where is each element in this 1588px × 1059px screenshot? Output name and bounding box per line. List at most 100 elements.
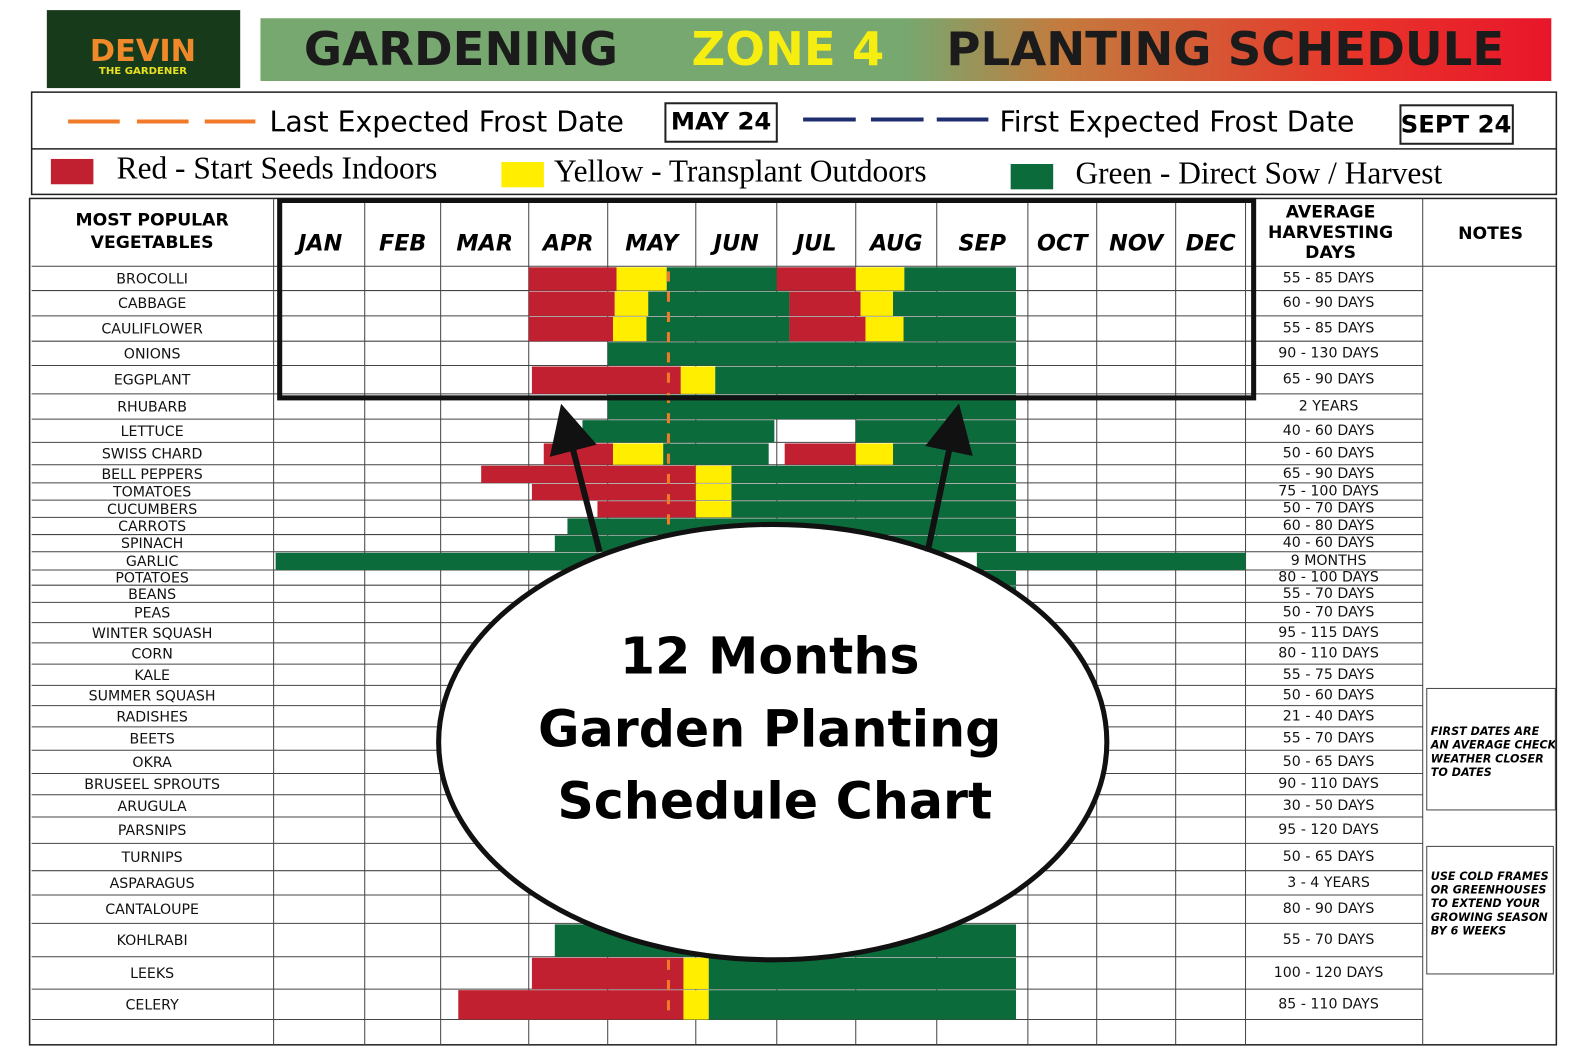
schedule-bar — [695, 465, 732, 483]
vegetable-name: POTATOES — [115, 571, 189, 587]
schedule-bar — [731, 501, 1017, 518]
schedule-bar — [528, 267, 617, 291]
schedule-bar — [481, 465, 696, 483]
vegetable-name: CORN — [131, 647, 172, 663]
schedule-bar — [860, 291, 894, 316]
note-text: GROWING SEASON — [1431, 911, 1549, 924]
column-header: MOST POPULAR — [76, 211, 229, 231]
logo-name: DEVIN — [90, 34, 196, 69]
note-text: FIRST DATES ARE — [1431, 725, 1540, 738]
legend-swatch — [1010, 164, 1054, 190]
logo-box — [46, 10, 241, 89]
schedule-bar — [646, 316, 790, 342]
harvest-days: 100 - 120 DAYS — [1274, 965, 1384, 981]
schedule-bar — [680, 366, 716, 394]
vegetable-name: BEETS — [130, 732, 175, 748]
vegetable-name: KALE — [134, 668, 170, 684]
vegetable-name: TOMATOES — [112, 485, 191, 501]
note-text: USE COLD FRAMES — [1431, 870, 1549, 883]
schedule-bar — [903, 316, 1017, 342]
vegetable-name: EGGPLANT — [114, 373, 191, 389]
vegetable-name: RADISHES — [116, 709, 188, 725]
schedule-bar — [893, 443, 1017, 465]
logo-tagline: THE GARDENER — [99, 66, 187, 77]
month-label: MAY — [625, 230, 681, 256]
month-label: SEP — [959, 230, 1007, 256]
schedule-bar — [789, 316, 866, 342]
schedule-bar — [648, 291, 790, 316]
title-bar — [260, 18, 1552, 81]
frost-label: First Expected Frost Date — [1000, 106, 1355, 139]
harvest-days: 50 - 70 DAYS — [1283, 501, 1375, 517]
schedule-bar — [683, 990, 709, 1020]
vegetable-name: PEAS — [134, 606, 170, 622]
schedule-bar — [582, 420, 775, 443]
schedule-bar — [663, 443, 769, 465]
harvest-days: 3 - 4 YEARS — [1287, 875, 1370, 891]
month-label: JAN — [294, 230, 343, 256]
schedule-bar — [597, 501, 696, 518]
harvest-days: 80 - 100 DAYS — [1278, 570, 1379, 586]
schedule-bar — [976, 552, 1246, 570]
schedule-bar — [865, 316, 904, 342]
harvest-days: 80 - 110 DAYS — [1278, 646, 1379, 662]
harvest-days: 55 - 70 DAYS — [1283, 731, 1375, 747]
frost-label: Last Expected Frost Date — [270, 106, 624, 139]
title-part: ZONE 4 — [692, 22, 885, 76]
harvest-days: 95 - 115 DAYS — [1278, 625, 1379, 641]
harvest-days: 60 - 90 DAYS — [1283, 295, 1375, 311]
schedule-bar — [731, 465, 1017, 483]
schedule-bar — [784, 443, 856, 465]
vegetable-name: BRUSEEL SPROUTS — [84, 777, 220, 793]
vegetable-name: OKRA — [132, 755, 172, 771]
harvest-days: 90 - 110 DAYS — [1278, 776, 1379, 792]
vegetable-name: TURNIPS — [121, 850, 183, 866]
vegetable-name: ONIONS — [124, 346, 181, 362]
harvest-days: 50 - 70 DAYS — [1283, 605, 1375, 621]
schedule-bar — [776, 267, 856, 291]
vegetable-name: CANTALOUPE — [105, 902, 199, 918]
harvest-days: 95 - 120 DAYS — [1278, 822, 1379, 838]
schedule-bar — [531, 957, 684, 990]
harvest-days: 50 - 65 DAYS — [1283, 754, 1375, 770]
schedule-bar — [731, 483, 1017, 501]
column-header: AVERAGE — [1286, 203, 1376, 223]
vegetable-name: GARLIC — [126, 554, 179, 570]
column-header: NOTES — [1458, 224, 1523, 244]
vegetable-name: CAULIFLOWER — [101, 322, 203, 338]
note-text: OR GREENHOUSES — [1431, 883, 1547, 896]
schedule-bar — [855, 267, 905, 291]
note-box — [1426, 687, 1556, 811]
month-label: APR — [541, 230, 594, 256]
vegetable-name: RHUBARB — [117, 400, 187, 416]
schedule-bar — [708, 990, 1017, 1020]
title-part: PLANTING SCHEDULE — [946, 22, 1504, 76]
vegetable-name: PARSNIPS — [118, 823, 186, 839]
harvest-days: 9 MONTHS — [1291, 553, 1367, 569]
vegetable-name: KOHLRABI — [117, 933, 188, 949]
harvest-days: 75 - 100 DAYS — [1278, 484, 1379, 500]
note-text: AN AVERAGE CHECK — [1430, 739, 1558, 752]
month-label: JUN — [710, 230, 759, 256]
harvest-days: 50 - 60 DAYS — [1283, 446, 1375, 462]
vegetable-name: BEANS — [128, 587, 176, 603]
schedule-bar — [855, 443, 894, 465]
schedule-bar — [893, 291, 1017, 316]
vegetable-name: SUMMER SQUASH — [89, 689, 216, 705]
vegetable-name: LETTUCE — [121, 424, 184, 440]
schedule-bar — [683, 957, 709, 990]
callout — [436, 521, 1110, 963]
schedule-bar — [789, 291, 861, 316]
vegetable-name: CUCUMBERS — [107, 502, 197, 518]
vegetable-name: BELL PEPPERS — [101, 467, 202, 483]
note-text: WEATHER CLOSER — [1431, 752, 1544, 765]
harvest-days: 50 - 60 DAYS — [1283, 688, 1375, 704]
schedule-bar — [612, 443, 664, 465]
harvest-days: 30 - 50 DAYS — [1283, 798, 1375, 814]
schedule-bar — [855, 420, 1017, 443]
harvest-days: 90 - 130 DAYS — [1278, 345, 1379, 361]
vegetable-name: BROCOLLI — [116, 271, 188, 287]
vegetable-name: CARROTS — [118, 519, 186, 535]
column-header: HARVESTING — [1268, 223, 1393, 243]
